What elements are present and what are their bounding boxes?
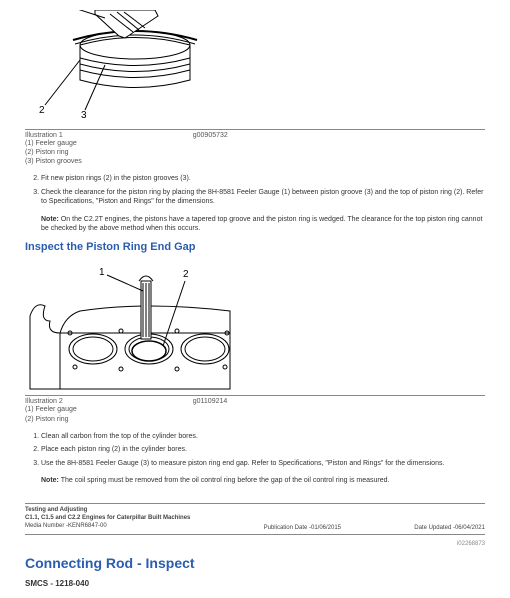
illus1-code: g00905732 [193, 132, 228, 139]
note-1: Note: On the C2.2T engines, the pistons … [41, 215, 485, 234]
page-code: i02268873 [25, 541, 485, 547]
section-heading: Inspect the Piston Ring End Gap [25, 241, 485, 253]
illus2-code: g01109214 [193, 398, 228, 405]
footer-block: Testing and Adjusting C1.1, C1.5 and C2.… [25, 503, 485, 534]
step-item: Clean all carbon from the top of the cyl… [41, 432, 485, 441]
caption-item: (1) Feeler gauge [25, 139, 485, 148]
illus1-items: (1) Feeler gauge (2) Piston ring (3) Pis… [25, 139, 485, 166]
illus2-label: Illustration 2 [25, 398, 63, 405]
caption-item: (1) Feeler gauge [25, 405, 485, 414]
step-item: Fit new piston rings (2) in the piston g… [41, 174, 485, 183]
divider [25, 129, 485, 130]
caption-item: (2) Piston ring [25, 148, 485, 157]
caption-item: (2) Piston ring [25, 415, 485, 424]
smcs-code: SMCS - 1218-040 [25, 579, 485, 588]
illus1-label: Illustration 1 [25, 132, 63, 139]
illustration-2: 1 2 [25, 261, 485, 391]
illustration-1: 2 3 [25, 10, 485, 125]
illus1-caption: Illustration 1 g00905732 [25, 132, 485, 139]
footer-media: Media Number -KENR6847-00 [25, 523, 190, 531]
svg-text:3: 3 [81, 110, 87, 121]
divider [25, 395, 485, 396]
footer-pubdate: Publication Date -01/06/2015 [264, 525, 341, 531]
footer-update: Date Updated -06/04/2021 [414, 525, 485, 531]
section-heading-2: Connecting Rod - Inspect [25, 555, 485, 571]
step-item: Use the 8H-8581 Feeler Gauge (3) to meas… [41, 459, 485, 468]
svg-text:2: 2 [39, 105, 45, 116]
illus2-caption: Illustration 2 g01109214 [25, 398, 485, 405]
caption-item: (3) Piston grooves [25, 157, 485, 166]
steps-list-2: Clean all carbon from the top of the cyl… [25, 432, 485, 468]
svg-text:1: 1 [99, 267, 105, 278]
step-item: Check the clearance for the piston ring … [41, 188, 485, 207]
svg-text:2: 2 [183, 269, 189, 280]
footer-title2: C1.1, C1.5 and C2.2 Engines for Caterpil… [25, 515, 190, 523]
step-item: Place each piston ring (2) in the cylind… [41, 445, 485, 454]
steps-list-1: Fit new piston rings (2) in the piston g… [25, 174, 485, 206]
illus2-items: (1) Feeler gauge (2) Piston ring [25, 405, 485, 423]
note-2: Note: The coil spring must be removed fr… [41, 476, 485, 485]
footer-title1: Testing and Adjusting [25, 507, 190, 515]
